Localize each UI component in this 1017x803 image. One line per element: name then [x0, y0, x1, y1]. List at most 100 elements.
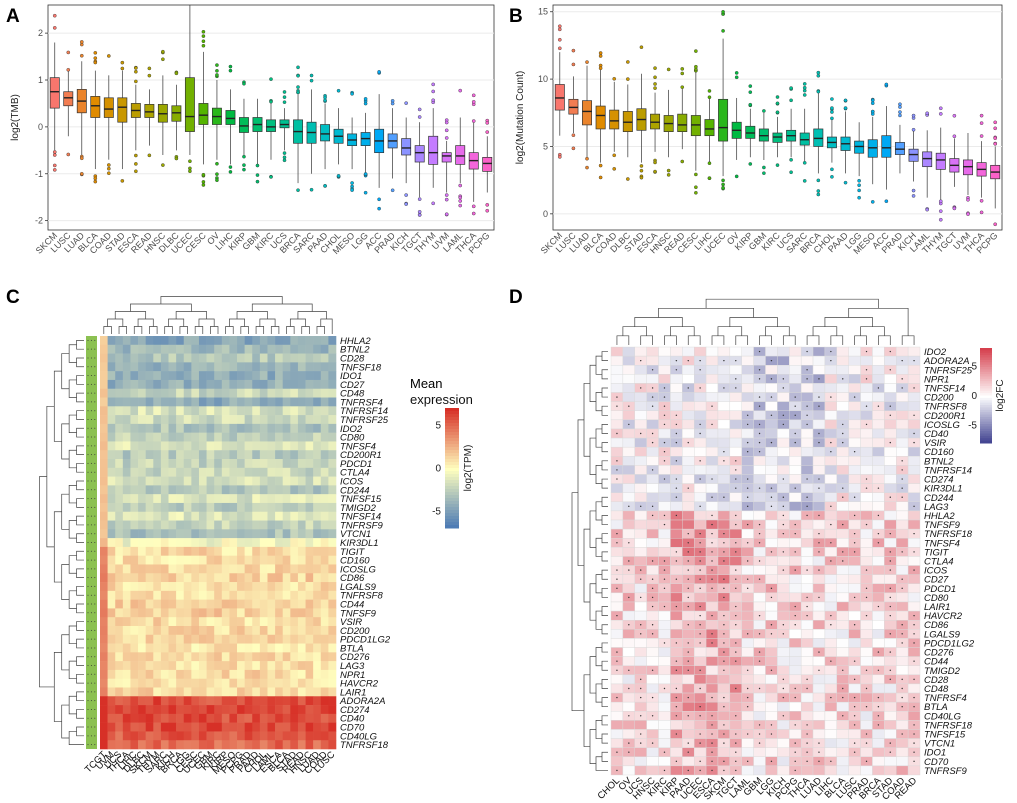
significance-dot: [687, 487, 689, 489]
significance-dot: [711, 423, 713, 426]
heat-cell: [320, 652, 329, 662]
heat-cell: [237, 722, 245, 732]
heat-cell: [107, 573, 116, 583]
heat-cell: [130, 546, 139, 556]
heat-cell: [789, 674, 802, 685]
outlier-point: [938, 106, 943, 111]
heat-cell: [237, 423, 245, 433]
heat-cell: [206, 705, 215, 715]
heat-cell: [214, 705, 223, 715]
heat-cell: [252, 511, 261, 521]
significance-dot: [651, 715, 654, 717]
heat-cell: [206, 625, 215, 636]
heat-cell: [244, 538, 253, 548]
heat-cell: [237, 564, 245, 574]
heat-cell: [168, 467, 177, 477]
significance-dot: [711, 642, 713, 644]
heat-cell: [244, 467, 253, 477]
outlier-point: [898, 110, 902, 114]
column-dendrogram: [255, 326, 265, 334]
row-label: LAIR1: [340, 687, 366, 698]
row-dendrogram: [595, 428, 602, 448]
heat-cell: [153, 353, 162, 363]
outlier-point: [979, 121, 984, 125]
heat-cell: [634, 638, 647, 648]
heat-cell: [824, 765, 838, 776]
heat-cell: [100, 406, 108, 416]
heat-cell: [183, 634, 192, 644]
heat-cell: [634, 701, 647, 712]
heat-cell: [130, 643, 139, 653]
significance-dot: [770, 724, 773, 726]
row-label: CD40LG: [340, 731, 377, 742]
heat-cell: [305, 599, 314, 609]
heat-cell: [244, 415, 253, 425]
heat-cell: [800, 428, 814, 439]
heat-cell: [130, 362, 139, 372]
heat-cell: [682, 428, 695, 439]
heat-cell: [214, 415, 223, 425]
heat-cell: [305, 476, 314, 486]
heat-cell: [229, 625, 238, 636]
significance-dot: [865, 742, 868, 744]
heat-cell: [812, 456, 826, 466]
heat-cell: [100, 678, 108, 688]
significance-dot: [663, 687, 666, 690]
annotation-dot: [90, 559, 92, 561]
box-SKCM: [49, 13, 60, 172]
heat-cell: [191, 643, 200, 653]
significance-dot: [818, 596, 820, 599]
heat-cell: [183, 590, 192, 600]
heat-cell: [122, 476, 131, 486]
significance-dot: [913, 751, 915, 753]
heat-cell: [191, 450, 200, 460]
heat-cell: [168, 520, 177, 530]
heat-cell: [198, 617, 207, 627]
heat-cell: [812, 701, 826, 712]
heat-cell: [800, 547, 814, 557]
column-dendrogram: [198, 318, 215, 327]
heat-cell: [765, 365, 778, 375]
heat-cell: [229, 669, 238, 680]
row-label: CD40: [924, 429, 949, 440]
heat-cell: [789, 465, 802, 475]
significance-dot: [746, 478, 749, 480]
heat-cell: [229, 467, 238, 477]
heat-cell: [206, 643, 215, 653]
heat-cell: [282, 722, 291, 732]
heat-cell: [320, 722, 329, 732]
significance-dot: [794, 605, 796, 608]
heat-cell: [160, 494, 169, 504]
heat-cell: [789, 374, 802, 384]
significance-dot: [830, 451, 832, 453]
row-dendrogram: [595, 683, 602, 703]
heat-cell: [267, 467, 276, 477]
heat-cell: [191, 661, 200, 671]
heat-cell: [836, 574, 849, 584]
heat-cell: [206, 511, 215, 521]
heat-cell: [107, 652, 116, 662]
row-dendrogram: [68, 414, 77, 434]
heat-cell: [320, 713, 329, 723]
heat-cell: [658, 492, 671, 503]
row-label: CD28: [924, 675, 949, 686]
row-dendrogram: [76, 515, 84, 526]
heat-cell: [297, 423, 306, 433]
outlier-point: [938, 199, 943, 204]
heat-cell: [237, 669, 245, 680]
box-UVM: [963, 132, 973, 216]
heat-cell: [122, 423, 131, 433]
heat-cell: [884, 656, 897, 666]
outlier-point: [775, 163, 780, 167]
heat-cell: [176, 423, 185, 433]
heat-cell: [812, 365, 826, 375]
heat-cell: [100, 353, 108, 363]
heat-cell: [705, 374, 719, 384]
heat-cell: [145, 687, 154, 697]
significance-dot: [853, 532, 856, 535]
heat-cell: [168, 485, 177, 495]
heat-cell: [221, 590, 230, 600]
heat-cell: [168, 546, 177, 556]
heat-cell: [221, 459, 230, 469]
outlier-point: [93, 179, 98, 184]
